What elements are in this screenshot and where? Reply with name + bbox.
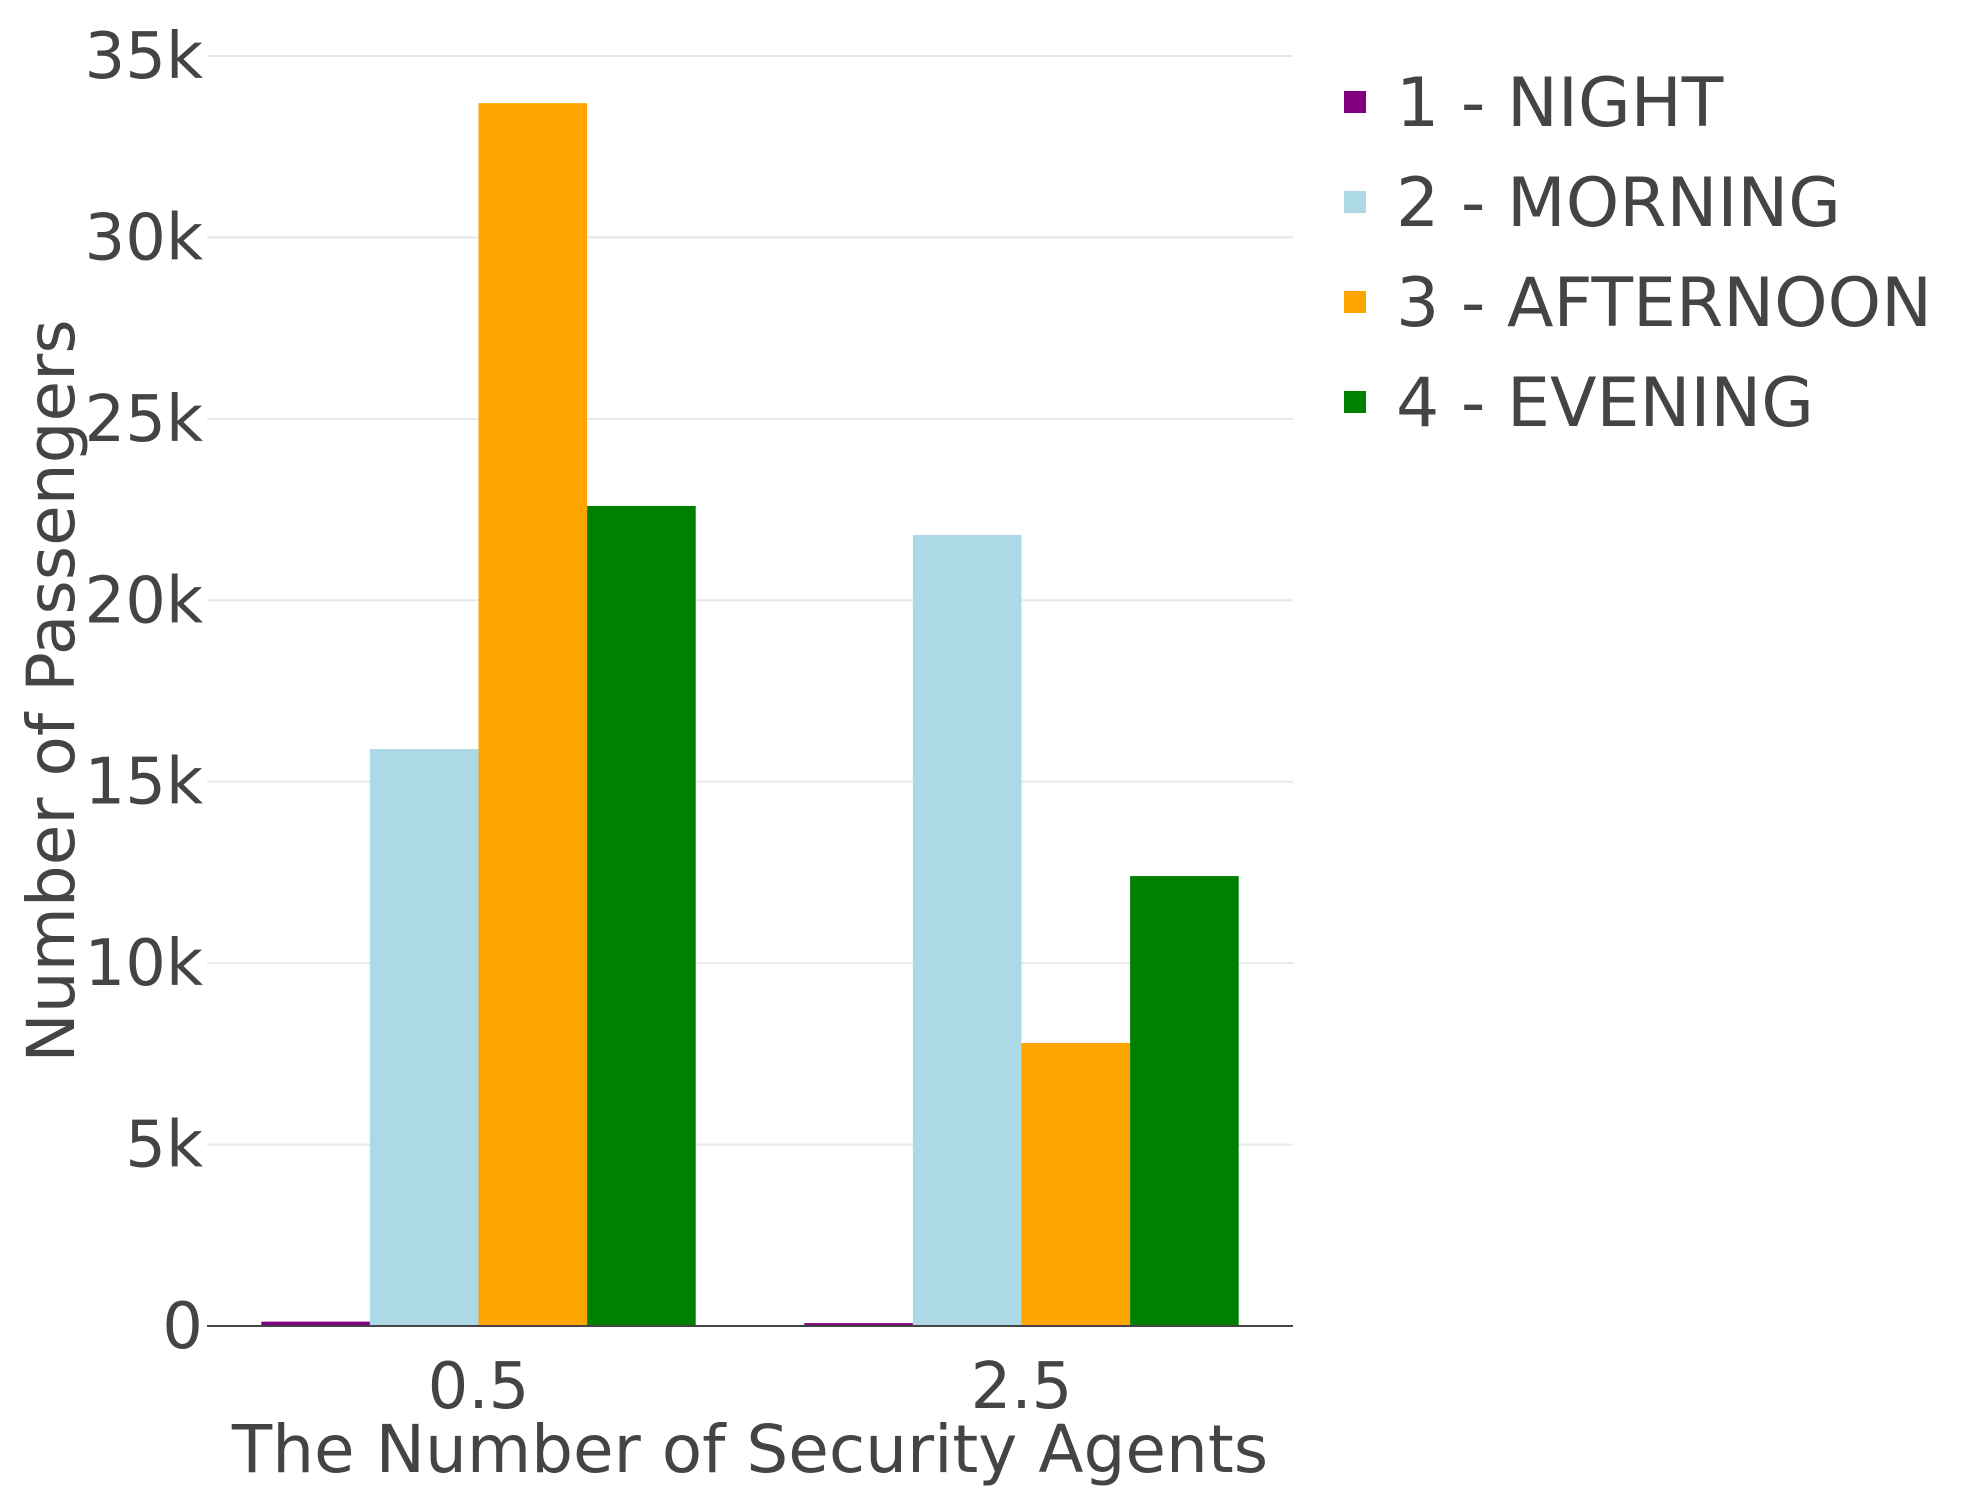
legend-swatch [1344,191,1366,213]
x-axis-title: The Number of Security Agents [231,1411,1268,1488]
y-tick-label: 0 [162,1290,203,1364]
bar-3-afternoon-2_5 [1021,1042,1131,1326]
legend-label: 2 - MORNING [1396,164,1841,243]
legend-swatch [1344,391,1366,413]
bars [261,103,1239,1327]
legend-label: 1 - NIGHT [1396,64,1724,143]
legend-swatch [1344,291,1366,313]
legend-item[interactable]: 4 - EVENING [1344,364,1814,443]
y-tick-label: 35k [85,20,204,94]
legend: 1 - NIGHT 2 - MORNING 3 - AFTERNOON 4 - EVE… [1344,64,1932,443]
x-tick-label: 2.5 [971,1350,1073,1424]
bar-1-night-0_5 [261,1321,370,1326]
y-axis-title: Number of Passengers [13,319,90,1062]
bar-3-afternoon-0_5 [478,103,588,1327]
bar-1-night-2_5 [804,1323,913,1326]
y-tick-label: 25k [85,383,204,457]
y-tick-label: 20k [85,564,204,638]
legend-label: 3 - AFTERNOON [1396,264,1932,343]
x-tick-label: 0.5 [428,1350,530,1424]
y-tick-label: 15k [85,746,204,820]
y-tick-label: 5k [125,1109,203,1183]
y-tick-label: 10k [85,927,204,1001]
bar-4-evening-2_5 [1130,876,1239,1326]
y-tick-label: 30k [85,201,204,275]
bar-2-morning-0_5 [369,749,479,1326]
legend-item[interactable]: 3 - AFTERNOON [1344,264,1932,343]
bar-4-evening-0_5 [587,505,696,1326]
x-axis-ticks: 0.5 2.5 [428,1350,1073,1424]
y-axis-ticks: 0 5k 10k 15k 20k 25k 30k 35k [85,20,204,1364]
legend-swatch [1344,91,1366,113]
bar-2-morning-2_5 [912,534,1022,1326]
legend-item[interactable]: 1 - NIGHT [1344,64,1724,143]
legend-item[interactable]: 2 - MORNING [1344,164,1841,243]
legend-label: 4 - EVENING [1396,364,1814,443]
